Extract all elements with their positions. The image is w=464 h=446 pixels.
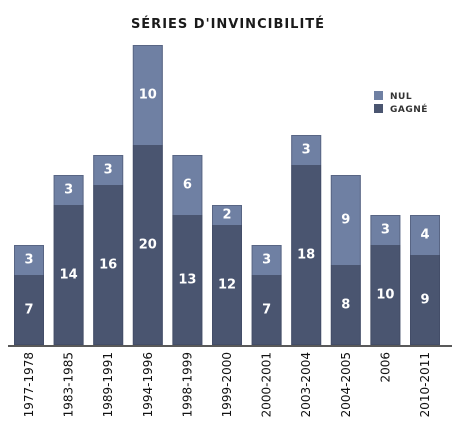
bar-gagne-2010-2011 [410, 255, 440, 345]
x-tick-1983-1985: 1983-1985 [62, 352, 76, 417]
bar-nul-2003-2004 [291, 135, 322, 165]
data-label-gagne-1994-1996: 20 [139, 238, 157, 253]
x-tick-1998-1999: 1998-1999 [180, 352, 194, 417]
x-tick-2004-2005: 2004-2005 [339, 352, 353, 417]
bar-nul-2006 [370, 215, 401, 245]
chart-title: SÉRIES D'INVINCIBILITÉ [131, 16, 325, 32]
bar-outline-1999-2000 [212, 205, 242, 345]
data-label-nul-1998-1999: 6 [183, 178, 192, 193]
bar-gagne-1989-1991 [93, 185, 124, 345]
data-label-nul-2004-2005: 9 [341, 213, 350, 228]
bar-gagne-2006 [370, 245, 401, 345]
bar-gagne-2004-2005 [330, 265, 361, 345]
bar-outline-1983-1985 [53, 175, 84, 345]
legend-label-nul: NUL [390, 92, 412, 102]
x-tick-2010-2011: 2010-2011 [418, 352, 432, 417]
legend: NUL GAGNÉ [374, 91, 428, 115]
bar-gagne-1977-1978 [14, 275, 44, 345]
bar-gagne-1994-1996 [132, 145, 163, 345]
x-tick-2000-2001: 2000-2001 [260, 352, 274, 417]
bar-nul-1994-1996 [132, 45, 163, 145]
x-tick-2006: 2006 [378, 352, 392, 383]
bar-gagne-2000-2001 [251, 275, 282, 345]
bar-outline-1989-1991 [93, 155, 124, 345]
legend-label-gagne: GAGNÉ [390, 103, 428, 115]
data-label-gagne-2010-2011: 9 [420, 293, 429, 308]
bar-outline-2006 [370, 215, 401, 345]
data-label-nul-2010-2011: 4 [420, 228, 429, 243]
data-label-nul-2006: 3 [381, 223, 390, 238]
data-label-gagne-2004-2005: 8 [341, 298, 350, 313]
data-label-nul-1999-2000: 2 [222, 208, 231, 223]
data-label-nul-1983-1985: 3 [64, 183, 73, 198]
data-label-nul-1989-1991: 3 [104, 163, 113, 178]
bar-nul-1999-2000 [212, 205, 242, 225]
x-tick-2003-2004: 2003-2004 [299, 352, 313, 417]
bar-gagne-1998-1999 [172, 215, 203, 345]
x-tick-labels: 1977-1978 1983-1985 1989-1991 1994-1996 1998… [22, 352, 432, 417]
bar-nul-2004-2005 [330, 175, 361, 265]
bar-gagne-1999-2000 [212, 225, 242, 345]
x-tick-1999-2000: 1999-2000 [220, 352, 234, 417]
data-label-gagne-1977-1978: 7 [24, 303, 33, 318]
bar-outline-2004-2005 [330, 175, 361, 345]
data-label-gagne-2006: 10 [376, 288, 394, 303]
bar-nul-1998-1999 [172, 155, 203, 215]
data-label-gagne-1989-1991: 16 [99, 258, 117, 273]
bar-gagne-1983-1985 [53, 205, 84, 345]
bars-group: 3 7 3 14 3 16 10 20 6 13 2 12 3 7 3 18 9 8 3 10 4 9 [14, 45, 440, 345]
data-label-gagne-2003-2004: 18 [297, 248, 315, 263]
data-label-nul-1977-1978: 3 [24, 253, 33, 268]
bar-nul-1983-1985 [53, 175, 84, 205]
data-label-nul-2000-2001: 3 [262, 253, 271, 268]
bar-outline-2010-2011 [410, 215, 440, 345]
legend-swatch-gagne [374, 104, 383, 113]
bar-outline-1994-1996 [132, 45, 163, 345]
bar-nul-2010-2011 [410, 215, 440, 255]
x-tick-1977-1978: 1977-1978 [22, 352, 36, 417]
data-label-gagne-1983-1985: 14 [60, 268, 78, 283]
bar-nul-1977-1978 [14, 245, 44, 275]
data-label-nul-1994-1996: 10 [139, 88, 157, 103]
data-label-gagne-2000-2001: 7 [262, 303, 271, 318]
x-tick-1994-1996: 1994-1996 [141, 352, 155, 417]
data-label-nul-2003-2004: 3 [302, 143, 311, 158]
bar-outline-1998-1999 [172, 155, 203, 345]
data-label-gagne-1998-1999: 13 [178, 273, 196, 288]
data-label-gagne-1999-2000: 12 [218, 278, 236, 293]
bar-nul-2000-2001 [251, 245, 282, 275]
bar-outline-2003-2004 [291, 135, 322, 345]
x-tick-1989-1991: 1989-1991 [101, 352, 115, 417]
bar-nul-1989-1991 [93, 155, 124, 185]
bar-outline-2000-2001 [251, 245, 282, 345]
legend-swatch-nul [374, 91, 383, 100]
bar-gagne-2003-2004 [291, 165, 322, 345]
bar-outline-1977-1978 [14, 245, 44, 345]
